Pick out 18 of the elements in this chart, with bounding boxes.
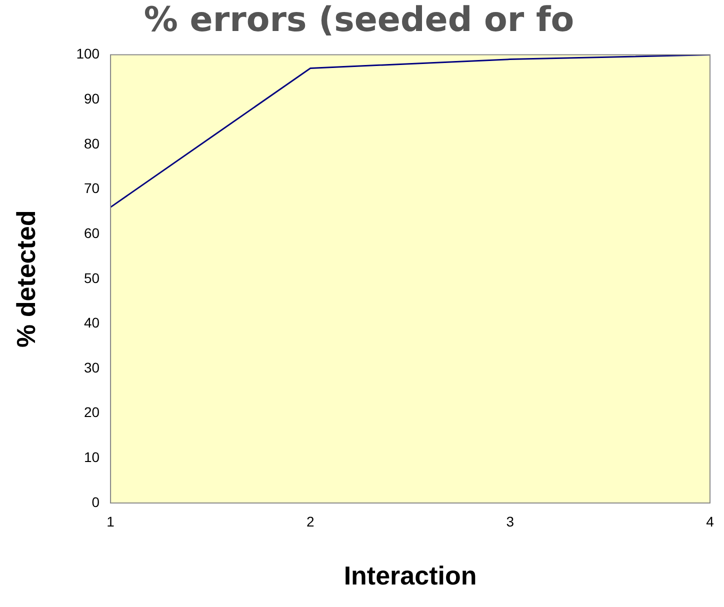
y-tick-label: 0 (92, 494, 100, 510)
y-axis-title: % detected (10, 210, 41, 348)
y-tick-label: 60 (84, 224, 100, 241)
y-tick-label: 10 (84, 449, 100, 466)
x-axis-title: Interaction (344, 560, 477, 591)
y-tick-label: 80 (84, 135, 100, 152)
x-tick-label: 2 (306, 513, 314, 530)
y-tick-label: 20 (84, 404, 100, 420)
y-tick-label: 30 (84, 359, 100, 376)
y-tick-label: 40 (84, 314, 100, 331)
x-tick-label: 4 (706, 513, 714, 530)
y-tick-label: 90 (84, 90, 100, 106)
chart-title: % errors (seeded or fo (144, 0, 574, 40)
y-tick-label: 50 (84, 270, 100, 286)
y-tick-label: 100 (76, 46, 100, 62)
y-tick-label: 70 (84, 180, 100, 196)
x-tick-label: 1 (106, 513, 115, 530)
x-tick-label: 3 (506, 513, 514, 530)
